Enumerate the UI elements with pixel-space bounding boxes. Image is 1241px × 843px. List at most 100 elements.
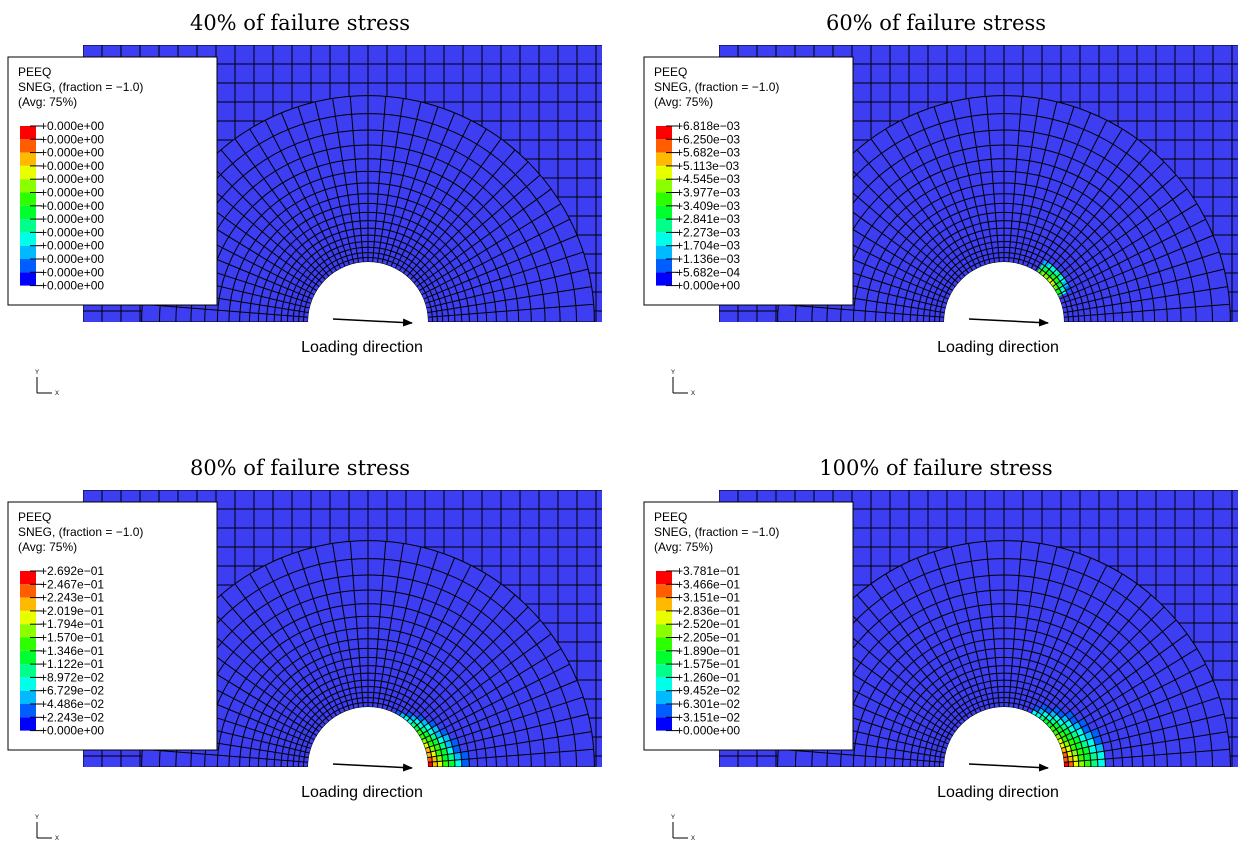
legend-label: +0.000e+00 <box>40 724 104 738</box>
legend-title: (Avg: 75%) <box>18 95 77 109</box>
triad-label: X <box>691 836 695 842</box>
color-bar-segment <box>656 126 672 139</box>
legend-label: +0.000e+00 <box>40 186 104 200</box>
contour-cell <box>443 761 449 767</box>
color-bar-segment <box>20 611 36 624</box>
color-bar-segment <box>656 691 672 704</box>
color-bar-segment <box>656 651 672 664</box>
legend-label: +1.570e−01 <box>40 631 104 645</box>
legend-label: +1.122e−01 <box>40 657 104 671</box>
color-bar-segment <box>20 624 36 637</box>
triad-label: X <box>55 836 59 842</box>
contour-cell <box>1098 759 1106 767</box>
contour-cell <box>1084 760 1091 767</box>
color-bar-segment <box>20 571 36 584</box>
legend-title: PEEQ <box>654 510 687 524</box>
color-bar-segment <box>20 651 36 664</box>
color-bar-segment <box>20 166 36 179</box>
legend-title: SNEG, (fraction = −1.0) <box>18 80 143 94</box>
contour-cell <box>437 761 443 767</box>
color-bar-segment <box>20 179 36 192</box>
legend-label: +2.273e−03 <box>676 225 740 239</box>
triad-label: Y <box>35 370 39 376</box>
legend-label: +2.520e−01 <box>676 617 740 631</box>
color-bar-segment <box>20 153 36 166</box>
legend-label: +2.205e−01 <box>676 631 740 645</box>
color-bar-segment <box>656 179 672 192</box>
triad-label: Y <box>671 370 675 376</box>
legend-label: +4.545e−03 <box>676 172 740 186</box>
legend-label: +3.977e−03 <box>676 186 740 200</box>
triad-label: Y <box>671 815 675 821</box>
panel: 100% of failure stressPEEQSNEG, (fractio… <box>644 456 1238 842</box>
color-bar-segment <box>20 677 36 690</box>
legend-label: +0.000e+00 <box>40 225 104 239</box>
contour-cell <box>448 760 455 767</box>
panel-title: 60% of failure stress <box>826 11 1046 35</box>
legend-title: (Avg: 75%) <box>654 95 713 109</box>
legend-label: +2.243e−01 <box>40 591 104 605</box>
legend-label: +0.000e+00 <box>40 265 104 279</box>
triad-label: Y <box>35 815 39 821</box>
legend-label: +0.000e+00 <box>40 239 104 253</box>
legend-label: +0.000e+00 <box>676 724 740 738</box>
annotation: Loading direction <box>937 784 1059 801</box>
color-bar-segment <box>20 246 36 259</box>
legend-label: +1.890e−01 <box>676 644 740 658</box>
legend-label: +2.243e−02 <box>40 710 104 724</box>
panel-title: 80% of failure stress <box>190 456 410 480</box>
annotation: Loading direction <box>301 339 423 356</box>
panel: 80% of failure stress PEEQSNEG, (fraction… <box>8 456 602 842</box>
panel: 40% of failure stressPEEQSNEG, (fraction… <box>8 11 602 397</box>
color-bar-segment <box>20 717 36 730</box>
color-bar-segment <box>656 259 672 272</box>
legend-title: SNEG, (fraction = −1.0) <box>654 80 779 94</box>
contour-cell <box>1091 760 1098 767</box>
page: {"panels": [ {"title": "40% of failure s… <box>0 0 1241 843</box>
color-bar-segment <box>656 219 672 232</box>
legend-label: +2.467e−01 <box>40 577 104 591</box>
legend-label: +6.818e−03 <box>676 119 740 133</box>
contour-cell <box>1073 761 1079 767</box>
legend-label: +3.409e−03 <box>676 199 740 213</box>
legend-label: +1.136e−03 <box>676 252 740 266</box>
legend-title: PEEQ <box>654 65 687 79</box>
color-bar-segment <box>656 571 672 584</box>
color-bar-segment <box>656 206 672 219</box>
legend-label: +0.000e+00 <box>40 146 104 160</box>
color-bar-segment <box>656 677 672 690</box>
legend-title: SNEG, (fraction = −1.0) <box>18 525 143 539</box>
legend-label: +0.000e+00 <box>40 159 104 173</box>
color-bar-segment <box>656 638 672 651</box>
legend-label: +2.836e−01 <box>676 604 740 618</box>
legend-label: +5.113e−03 <box>676 159 740 173</box>
legend-label: +0.000e+00 <box>40 172 104 186</box>
legend-label: +8.972e−02 <box>40 670 104 684</box>
legend-label: +1.794e−01 <box>40 617 104 631</box>
color-bar-segment <box>20 259 36 272</box>
legend-label: +0.000e+00 <box>40 279 104 293</box>
legend-label: +6.301e−02 <box>676 697 740 711</box>
legend-label: +6.250e−03 <box>676 132 740 146</box>
legend-title: PEEQ <box>18 510 51 524</box>
color-bar-segment <box>20 206 36 219</box>
legend-label: +1.260e−01 <box>676 670 740 684</box>
legend-label: +2.841e−03 <box>676 212 740 226</box>
color-bar-segment <box>20 193 36 206</box>
color-bar-segment <box>656 246 672 259</box>
legend-label: +3.466e−01 <box>676 577 740 591</box>
legend-label: +6.729e−02 <box>40 684 104 698</box>
color-bar-segment <box>656 193 672 206</box>
contour-cell <box>462 759 470 767</box>
color-bar-segment <box>656 717 672 730</box>
legend-label: +1.346e−01 <box>40 644 104 658</box>
legend-title: (Avg: 75%) <box>654 540 713 554</box>
color-bar-segment <box>656 153 672 166</box>
legend-label: +0.000e+00 <box>40 119 104 133</box>
panel-title: 100% of failure stress <box>819 456 1052 480</box>
legend-label: +2.019e−01 <box>40 604 104 618</box>
legend-label: +9.452e−02 <box>676 684 740 698</box>
color-bar-segment <box>656 139 672 152</box>
legend-label: +3.151e−02 <box>676 710 740 724</box>
color-bar-segment <box>656 598 672 611</box>
